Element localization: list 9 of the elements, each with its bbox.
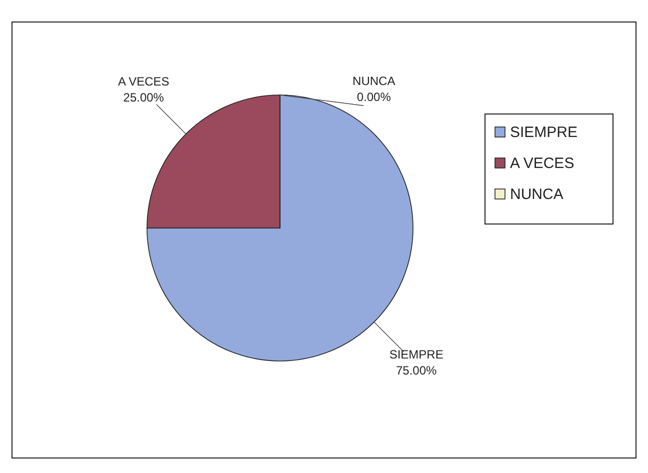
data-label: 75.00% <box>396 363 438 378</box>
slice-label: SIEMPRE <box>389 347 444 362</box>
category-label: NUNCA <box>352 74 396 88</box>
text: 0.00% <box>356 90 391 104</box>
legend-label: NUNCA <box>510 186 564 203</box>
legend-label: SIEMPRE <box>510 124 578 141</box>
data-label: 25.00% <box>123 90 164 105</box>
legend-label: A VECES <box>510 155 574 172</box>
slice-label: A VECES <box>118 74 170 89</box>
